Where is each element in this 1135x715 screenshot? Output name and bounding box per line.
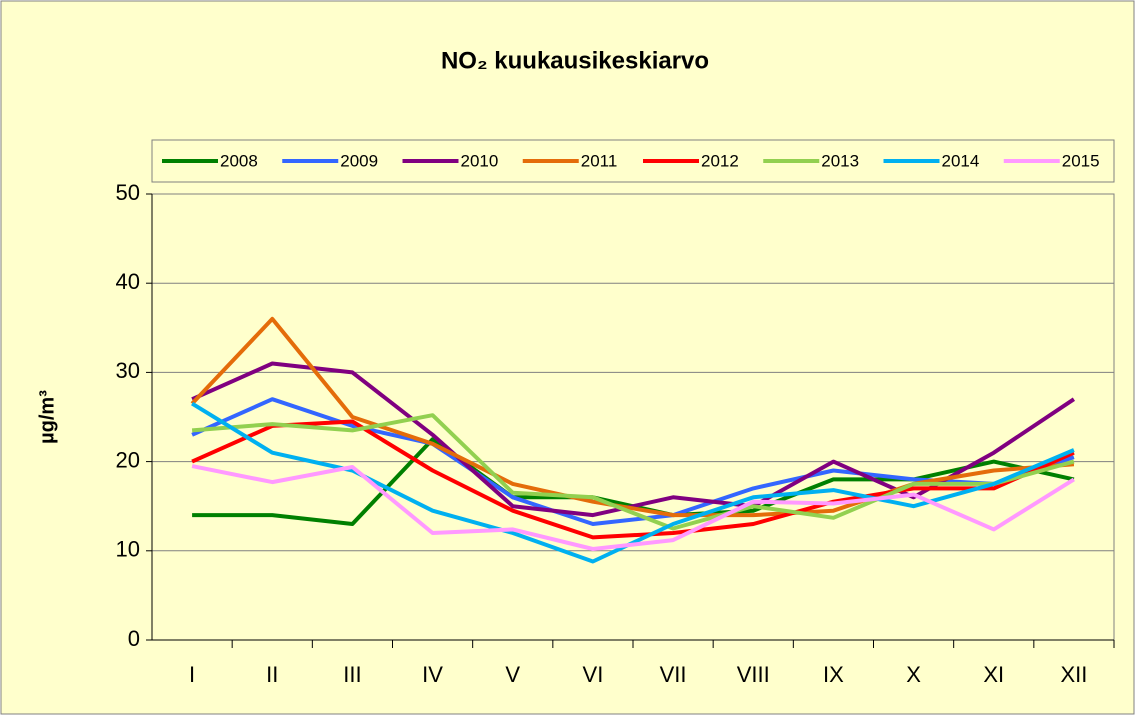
- plot-area: [151, 193, 1115, 641]
- y-tick-label: 50: [116, 180, 140, 205]
- y-tick-label: 0: [128, 626, 140, 651]
- x-tick-label: II: [266, 662, 278, 687]
- series-line: [191, 464, 1075, 551]
- y-tick-label: 20: [116, 447, 140, 472]
- x-tick-label: VII: [660, 662, 687, 687]
- legend-label: 2009: [340, 151, 378, 170]
- x-tick-label: VIII: [737, 662, 770, 687]
- series-line: [191, 413, 1075, 531]
- x-tick-label: III: [343, 662, 361, 687]
- chart-title: NO₂ kuukausikeskiarvo: [441, 47, 709, 74]
- x-tick-label: IX: [823, 662, 844, 687]
- series-line: [191, 419, 1075, 540]
- x-tick-label: I: [189, 662, 195, 687]
- y-tick-label: 10: [116, 537, 140, 562]
- x-tick-label: V: [505, 662, 520, 687]
- y-tick-label: 30: [116, 358, 140, 383]
- series-line: [190, 316, 1075, 518]
- x-tick-label: VI: [583, 662, 604, 687]
- x-tick-label: IV: [422, 662, 443, 687]
- y-tick-label: 40: [116, 269, 140, 294]
- legend-label: 2010: [461, 151, 499, 170]
- legend-label: 2015: [1062, 151, 1100, 170]
- legend-label: 2008: [220, 151, 258, 170]
- x-tick-label: X: [906, 662, 921, 687]
- legend-label: 2014: [942, 151, 980, 170]
- legend-label: 2011: [581, 151, 618, 170]
- y-axis-label: µg/m³: [36, 390, 58, 444]
- legend-label: 2012: [701, 151, 739, 170]
- x-tick-label: XII: [1060, 662, 1087, 687]
- x-tick-label: XI: [983, 662, 1004, 687]
- legend-label: 2013: [821, 151, 859, 170]
